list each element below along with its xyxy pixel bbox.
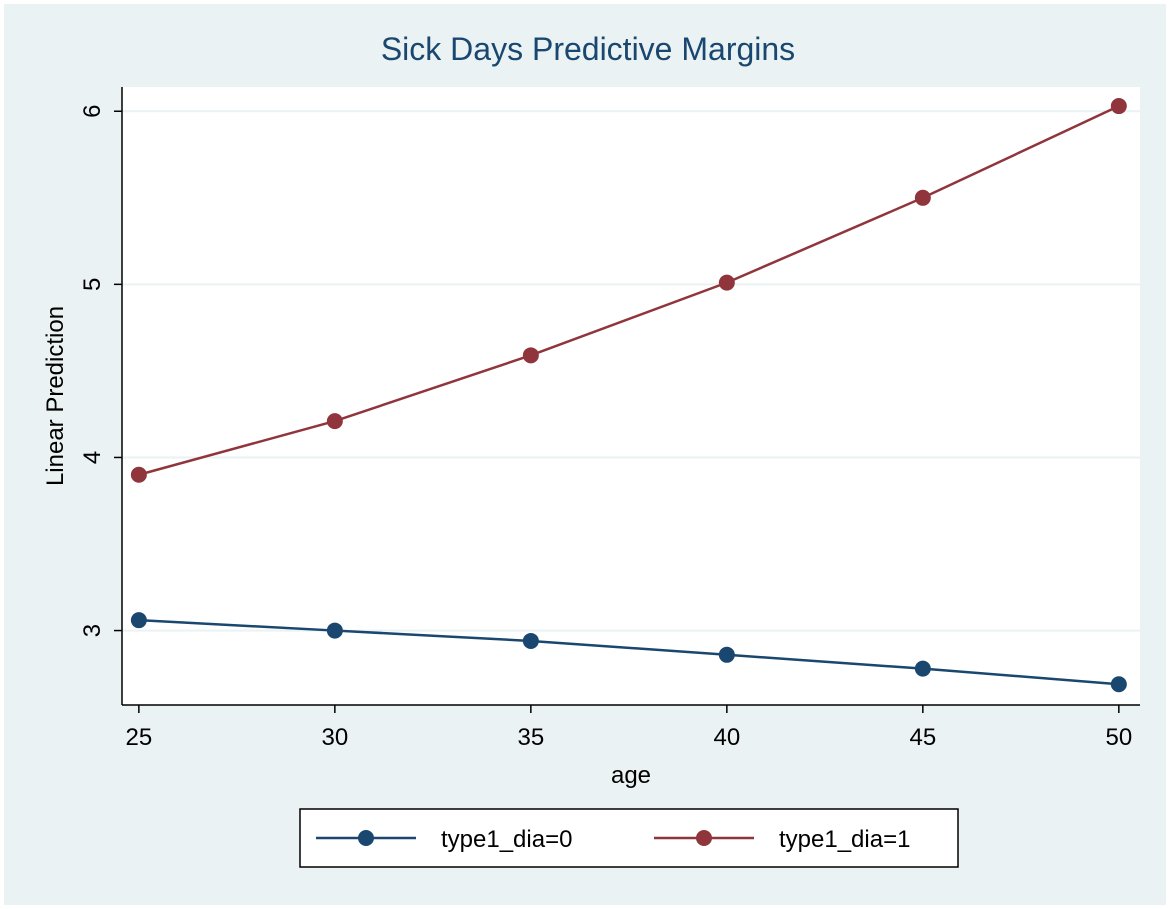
x-axis-title: age [611, 762, 651, 789]
data-point [522, 632, 539, 649]
x-tick-label: 50 [1105, 724, 1132, 751]
y-tick-label: 5 [79, 278, 106, 291]
y-axis-title: Linear Prediction [42, 306, 69, 486]
legend-label: type1_dia=1 [779, 826, 910, 853]
legend-marker [696, 830, 712, 846]
data-point [326, 413, 343, 430]
x-tick-label: 25 [126, 724, 153, 751]
series-line [138, 104, 1120, 476]
data-point [914, 189, 931, 206]
data-point [914, 660, 931, 677]
x-tick-label: 35 [517, 724, 544, 751]
y-tick-label: 3 [79, 624, 106, 637]
data-point [1110, 676, 1127, 693]
data-point [130, 466, 147, 483]
y-tick-label: 6 [79, 105, 106, 118]
plot-area [122, 87, 1140, 705]
series-line [138, 618, 1119, 686]
data-point [130, 612, 147, 629]
y-tick-label: 4 [79, 451, 106, 464]
grid [122, 110, 1140, 632]
data-point [522, 347, 539, 364]
x-tick-label: 45 [909, 724, 936, 751]
data-point [1110, 98, 1127, 115]
legend-label: type1_dia=0 [441, 826, 572, 853]
x-tick-label: 40 [713, 724, 740, 751]
x-tick-label: 30 [321, 724, 348, 751]
data-point [718, 274, 735, 291]
data-point [718, 646, 735, 663]
legend-marker [358, 830, 374, 846]
chart-title: Sick Days Predictive Margins [381, 31, 795, 67]
data-point [326, 622, 343, 639]
